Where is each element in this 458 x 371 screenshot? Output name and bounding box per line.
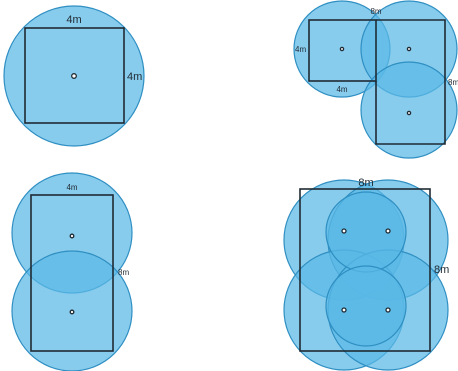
- area-outline: [375, 19, 446, 145]
- area-square: [308, 19, 377, 82]
- dimension-label-left: 4m: [295, 45, 306, 54]
- center-point: [406, 110, 412, 116]
- dimension-label-right: 8m: [448, 78, 458, 87]
- dimension-label-bottom: 4m: [336, 85, 347, 94]
- diagram-single-circle: 4m 4m: [3, 5, 145, 147]
- center-point: [71, 73, 77, 79]
- coverage-circle: [325, 191, 407, 273]
- area-square: [24, 27, 125, 124]
- diagram-three-circles: 8m 4m 4m 8m: [293, 0, 458, 159]
- area-rectangle: [30, 194, 114, 352]
- area-rectangle: [299, 188, 431, 352]
- dimension-label-top: 4m: [66, 14, 81, 26]
- coverage-circle: [360, 61, 458, 159]
- diagram-two-circles: 4m 8m: [11, 172, 133, 371]
- dimension-label-top: 4m: [66, 183, 77, 192]
- coverage-circle: [325, 265, 407, 347]
- center-point: [385, 228, 391, 234]
- dimension-label-right: 4m: [127, 71, 142, 83]
- center-point: [341, 307, 347, 313]
- center-point: [341, 228, 347, 234]
- dimension-label-top: 8m: [370, 7, 381, 16]
- diagram-four-circles: 8m 8m: [283, 177, 449, 371]
- center-point: [406, 46, 412, 52]
- dimension-label-right: 8m: [434, 264, 449, 276]
- center-point: [339, 46, 345, 52]
- center-point: [69, 309, 75, 315]
- center-point: [385, 307, 391, 313]
- center-point: [69, 233, 75, 239]
- dimension-label-top: 8m: [358, 177, 373, 189]
- dimension-label-right: 8m: [118, 268, 129, 277]
